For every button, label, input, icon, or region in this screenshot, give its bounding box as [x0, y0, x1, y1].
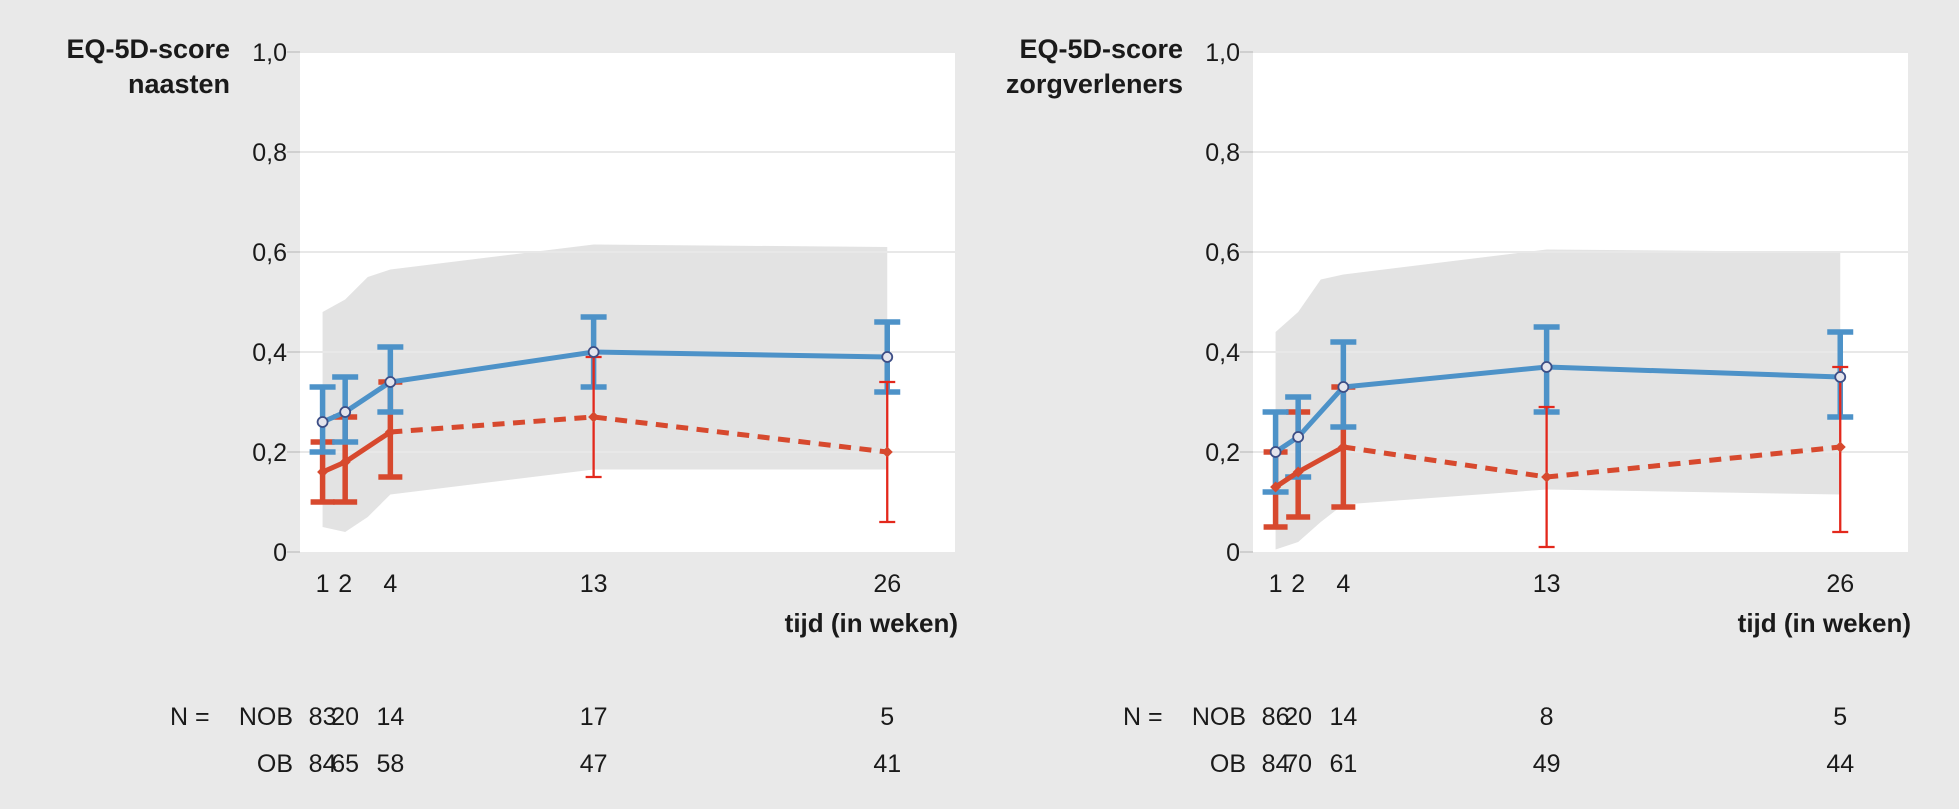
y-tick-label: 1,0: [1205, 39, 1240, 67]
x-tick-label: 26: [1826, 570, 1854, 598]
n-value: 47: [580, 750, 608, 778]
nob-marker: [1337, 441, 1349, 453]
n-value: 70: [1284, 750, 1312, 778]
n-value: 61: [1329, 750, 1357, 778]
ob-marker: [1292, 431, 1305, 443]
n-value: 49: [1533, 750, 1561, 778]
x-axis-label: tijd (in weken): [785, 608, 958, 638]
y-tick-label: 0,8: [1205, 139, 1240, 167]
ob-marker: [587, 346, 600, 358]
n-value: 83: [309, 703, 337, 731]
ob-marker: [384, 376, 397, 388]
x-tick-label: 4: [383, 570, 397, 598]
x-tick-label: 1: [1269, 570, 1283, 598]
n-row-label-ob: OB: [1210, 750, 1246, 778]
x-axis-label: tijd (in weken): [1738, 608, 1911, 638]
x-tick-label: 1: [316, 570, 330, 598]
x-tick-label: 2: [1291, 570, 1305, 598]
panel-title-line2: zorgverleners: [1006, 69, 1183, 99]
n-value: 86: [1262, 703, 1290, 731]
n-row-label-ob: OB: [257, 750, 293, 778]
y-tick-label: 0,6: [252, 239, 287, 267]
n-equals-label: N =: [170, 703, 210, 731]
nob-marker: [1541, 471, 1553, 483]
y-tick-label: 0: [273, 539, 287, 567]
y-tick-label: 0,6: [1205, 239, 1240, 267]
y-tick-label: 0,2: [252, 439, 287, 467]
n-value: 17: [580, 703, 608, 731]
ob-marker: [1269, 446, 1282, 458]
ob-marker: [339, 406, 352, 418]
nob-line-dashed: [390, 414, 888, 455]
n-equals-label: N =: [1123, 703, 1163, 731]
norm-band: [1275, 249, 1841, 550]
nob-marker: [881, 446, 893, 458]
x-tick-label: 26: [873, 570, 901, 598]
x-tick-label: 13: [1533, 570, 1561, 598]
y-tick-label: 0: [1226, 539, 1240, 567]
nob-marker: [1270, 481, 1282, 493]
n-value: 14: [1329, 703, 1357, 731]
n-value: 41: [873, 750, 901, 778]
n-row-label-nob: NOB: [239, 703, 293, 731]
n-value: 5: [1833, 703, 1847, 731]
n-value: 14: [376, 703, 404, 731]
panel-title-line2: naasten: [128, 69, 230, 99]
ob-marker: [1540, 361, 1553, 373]
y-tick-label: 0,4: [1205, 339, 1240, 367]
n-value: 44: [1826, 750, 1854, 778]
ob-marker: [1834, 371, 1847, 383]
y-tick-label: 0,2: [1205, 439, 1240, 467]
nob-marker: [317, 466, 329, 478]
ob-marker: [316, 416, 329, 428]
n-value: 65: [331, 750, 359, 778]
n-value: 84: [1262, 750, 1290, 778]
nob-marker: [339, 456, 351, 468]
x-tick-label: 2: [338, 570, 352, 598]
y-tick-label: 1,0: [252, 39, 287, 67]
panel-title-line1: EQ-5D-score: [66, 34, 230, 64]
ob-marker: [1337, 381, 1350, 393]
x-tick-label: 13: [580, 570, 608, 598]
y-tick-label: 0,8: [252, 139, 287, 167]
nob-marker: [1292, 466, 1304, 478]
ob-marker: [881, 351, 894, 363]
n-value: 20: [331, 703, 359, 731]
n-value: 8: [1540, 703, 1554, 731]
y-tick-label: 0,4: [252, 339, 287, 367]
n-value: 5: [880, 703, 894, 731]
n-value: 20: [1284, 703, 1312, 731]
nob-marker: [588, 411, 600, 423]
panel-title-line1: EQ-5D-score: [1019, 34, 1183, 64]
x-tick-label: 4: [1336, 570, 1350, 598]
n-row-label-nob: NOB: [1192, 703, 1246, 731]
n-value: 84: [309, 750, 337, 778]
n-value: 58: [376, 750, 404, 778]
nob-marker: [1834, 441, 1846, 453]
nob-marker: [384, 426, 396, 438]
